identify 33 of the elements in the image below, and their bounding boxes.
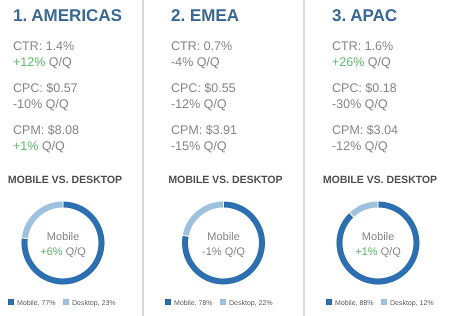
chart-subtitle: MOBILE VS. DESKTOP — [322, 174, 438, 186]
text: Mobile — [207, 231, 240, 243]
text: -12% Q/Q — [332, 139, 388, 153]
chart-title: 2. EMEA — [171, 6, 240, 25]
text: -4% Q/Q — [171, 55, 220, 69]
text: CPM: $3.91 — [171, 123, 238, 137]
text: Mobile — [46, 231, 80, 243]
text: CPM: $3.04 — [332, 123, 398, 137]
text: CTR: 1.6% — [332, 39, 394, 53]
text: +26% Q/Q — [332, 55, 391, 69]
text: CPC: $0.18 — [332, 81, 397, 95]
text: +6% Q/Q — [40, 246, 86, 258]
text: CPC: $0.57 — [13, 81, 78, 95]
text: CPM: $8.08 — [13, 123, 80, 137]
text: CTR: 1.4% — [13, 39, 74, 53]
text: CPC: $0.55 — [171, 81, 236, 95]
text: -15% Q/Q — [171, 139, 227, 153]
chart-subtitle: MOBILE VS. DESKTOP — [8, 174, 122, 186]
donut-slice — [181, 200, 266, 286]
donut-slice — [20, 200, 106, 286]
text: Mobile — [362, 231, 394, 243]
text: +12% Q/Q — [13, 55, 72, 69]
chart-subtitle: MOBILE VS. DESKTOP — [168, 174, 283, 186]
donut-slice — [336, 200, 420, 286]
text: -30% Q/Q — [332, 97, 388, 111]
text: -12% Q/Q — [171, 97, 227, 111]
chart-title: 1. AMERICAS — [13, 6, 122, 25]
text: -10% Q/Q — [13, 97, 69, 111]
text: CTR: 0.7% — [171, 39, 232, 53]
chart-title: 3. APAC — [332, 6, 398, 25]
text: +1% Q/Q — [355, 246, 402, 258]
text: -1% Q/Q — [202, 246, 246, 258]
text: +1% Q/Q — [13, 139, 66, 153]
